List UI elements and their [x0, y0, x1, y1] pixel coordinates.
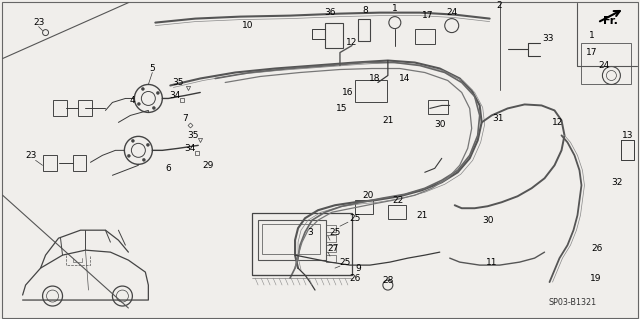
Bar [325, 23, 343, 48]
Circle shape [127, 154, 131, 157]
Text: 23: 23 [25, 151, 36, 160]
Bar [72, 155, 86, 171]
Bar [326, 245, 336, 252]
Text: Fr.: Fr. [603, 16, 618, 26]
Circle shape [141, 87, 145, 91]
Text: 15: 15 [336, 104, 348, 113]
Bar [326, 255, 336, 262]
Circle shape [152, 107, 156, 109]
Text: 1: 1 [589, 31, 595, 40]
Text: 20: 20 [362, 191, 374, 200]
Text: 18: 18 [369, 74, 381, 83]
Text: 23: 23 [33, 18, 44, 27]
Bar [326, 235, 336, 242]
Bar [388, 205, 406, 219]
Text: 25: 25 [330, 228, 340, 237]
Circle shape [147, 143, 149, 146]
Circle shape [138, 102, 140, 106]
Text: 12: 12 [552, 118, 563, 127]
Text: 25: 25 [339, 258, 351, 267]
Text: SP03-B1321: SP03-B1321 [548, 298, 596, 307]
Text: 4: 4 [129, 96, 135, 105]
Text: 29: 29 [202, 161, 214, 170]
Circle shape [142, 158, 145, 161]
Text: 1: 1 [392, 4, 397, 13]
Bar [79, 100, 92, 116]
Text: 16: 16 [342, 88, 354, 97]
Bar [582, 42, 632, 85]
Text: 26: 26 [592, 244, 603, 253]
Text: 22: 22 [392, 196, 403, 205]
Text: 6: 6 [165, 164, 171, 173]
Text: 26: 26 [349, 274, 360, 283]
Text: 5: 5 [150, 64, 156, 73]
Bar [258, 220, 326, 260]
Text: 36: 36 [324, 8, 336, 17]
Circle shape [156, 92, 159, 94]
Bar [355, 200, 373, 214]
Bar [262, 224, 320, 254]
Text: 10: 10 [243, 21, 254, 30]
Text: 27: 27 [327, 244, 339, 253]
Text: 11: 11 [486, 258, 497, 267]
Text: 30: 30 [434, 120, 445, 129]
Text: 34: 34 [170, 91, 181, 100]
Bar [358, 19, 370, 41]
Text: 12: 12 [346, 38, 358, 47]
Bar [355, 80, 387, 102]
Bar [326, 225, 336, 232]
Circle shape [131, 139, 134, 142]
Text: 17: 17 [586, 48, 597, 57]
Text: 21: 21 [416, 211, 428, 220]
Text: 21: 21 [382, 116, 394, 125]
Bar [252, 213, 352, 275]
Text: 34: 34 [184, 144, 196, 153]
Bar [43, 155, 56, 171]
Text: 19: 19 [589, 274, 601, 283]
Text: 17: 17 [422, 11, 433, 20]
Bar [52, 100, 67, 116]
Text: 3: 3 [307, 228, 313, 237]
Bar [428, 100, 448, 115]
Text: 28: 28 [382, 276, 394, 285]
Text: 32: 32 [612, 178, 623, 187]
Text: 7: 7 [182, 114, 188, 123]
Text: 25: 25 [349, 214, 360, 223]
Text: 24: 24 [599, 61, 610, 70]
Text: 33: 33 [542, 34, 554, 43]
Text: 14: 14 [399, 74, 410, 83]
Bar [415, 29, 435, 44]
Text: 2: 2 [497, 1, 502, 10]
Text: 13: 13 [621, 131, 633, 140]
Text: 35: 35 [173, 78, 184, 87]
Text: 9: 9 [355, 263, 361, 273]
Text: 35: 35 [188, 131, 199, 140]
Text: 24: 24 [446, 8, 458, 17]
Text: 30: 30 [482, 216, 493, 225]
Text: 8: 8 [362, 6, 368, 15]
Text: 31: 31 [492, 114, 504, 123]
